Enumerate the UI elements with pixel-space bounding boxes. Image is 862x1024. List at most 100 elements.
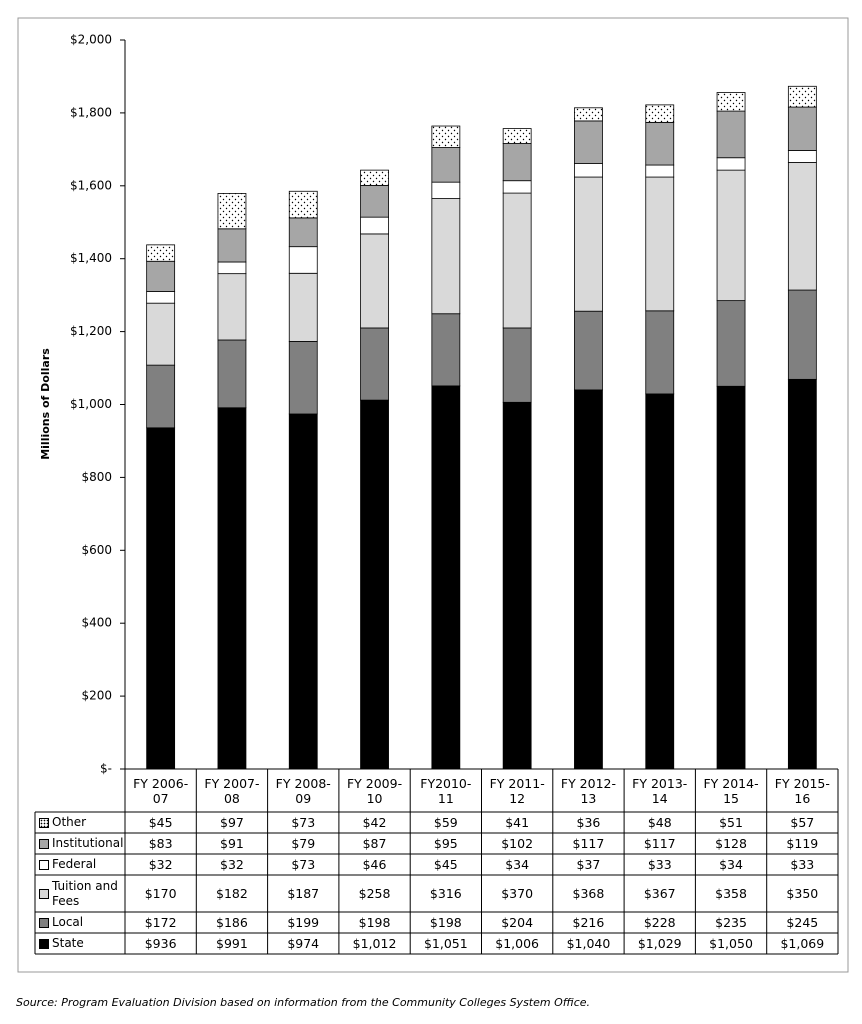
table-value: $73 — [291, 857, 316, 872]
table-value: $1,006 — [495, 936, 540, 951]
bar-segment — [288, 246, 318, 274]
table-value: $198 — [358, 915, 391, 930]
legend-swatch — [39, 838, 49, 849]
x-tick-label: FY 2013-14 — [632, 775, 688, 806]
bar-segment — [787, 162, 817, 291]
legend-entry: Tuition and Fees — [35, 875, 125, 912]
bar-segment — [146, 427, 176, 770]
bar-segment — [146, 302, 176, 366]
table-value: $216 — [572, 915, 605, 930]
bar-segment — [360, 327, 389, 401]
table-value: $936 — [144, 936, 177, 951]
legend-swatch — [39, 859, 49, 870]
x-tick-label: FY 2012-13 — [560, 775, 616, 806]
table-value: $368 — [572, 886, 605, 901]
y-tick-label: $600 — [81, 543, 112, 557]
table-value: $1,012 — [352, 936, 397, 951]
y-tick-label: $2,000 — [70, 33, 112, 47]
table-value: $83 — [148, 836, 173, 851]
y-tick-label: $1,600 — [70, 178, 112, 192]
y-tick-label: $800 — [81, 470, 112, 484]
bar-segment — [716, 157, 746, 171]
bar-segment — [431, 313, 461, 387]
legend-label: Institutional — [52, 836, 124, 850]
bar-segment — [288, 190, 318, 219]
table-value: $316 — [429, 886, 462, 901]
table-value: $87 — [362, 836, 387, 851]
bar-segment — [146, 291, 176, 304]
y-tick-label: $1,400 — [70, 251, 112, 265]
bar-segment — [574, 120, 603, 164]
table-value: $32 — [220, 857, 244, 872]
bar-segment — [787, 150, 817, 163]
table-value: $46 — [362, 857, 387, 872]
y-tick-label: $400 — [81, 616, 112, 630]
bar-segment — [217, 273, 247, 341]
legend-label: Tuition and Fees — [52, 878, 118, 908]
legend-entry: Other — [35, 812, 125, 833]
y-axis-label: Millions of Dollars — [39, 348, 52, 460]
table-value: $128 — [715, 836, 747, 851]
x-tick-label: FY 2011-12 — [489, 775, 545, 806]
bar-segment — [431, 385, 461, 770]
bar-segment — [645, 176, 675, 312]
legend-swatch — [39, 817, 49, 828]
table-value: $245 — [786, 915, 819, 930]
y-tick-label: $1,000 — [70, 397, 112, 411]
table-value: $73 — [291, 815, 316, 830]
y-tick-label: $1,200 — [70, 324, 112, 338]
legend-label: Local — [52, 915, 84, 929]
bar-segment — [787, 378, 817, 770]
table-value: $117 — [643, 836, 676, 851]
source-note: Source: Program Evaluation Division base… — [16, 996, 591, 1009]
bar-segment — [502, 143, 532, 182]
table-value: $59 — [433, 815, 458, 830]
bar-segment — [217, 407, 247, 770]
bar-segment — [574, 163, 603, 178]
table-value: $45 — [433, 857, 458, 872]
bar-segment — [431, 147, 461, 183]
table-value: $350 — [786, 886, 819, 901]
table-value: $1,051 — [423, 936, 468, 951]
table-value: $117 — [572, 836, 605, 851]
table-value: $1,069 — [780, 936, 825, 951]
table-value: $199 — [287, 915, 320, 930]
table-value: $258 — [358, 886, 391, 901]
bar-segment — [716, 110, 746, 159]
table-value: $45 — [148, 815, 173, 830]
table-value: $51 — [719, 815, 743, 830]
bar-segment — [217, 193, 247, 230]
table-value: $228 — [643, 915, 676, 930]
bar-segment — [645, 310, 675, 395]
table-value: $991 — [216, 936, 248, 951]
table-value: $33 — [647, 857, 672, 872]
bar-segment — [716, 92, 746, 112]
legend-entry: Local — [35, 912, 125, 933]
bar-segment — [787, 85, 817, 108]
table-value: $204 — [501, 915, 534, 930]
bar-segment — [574, 176, 603, 312]
table-value: $34 — [505, 857, 530, 872]
bar-segment — [716, 169, 746, 302]
table-value: $170 — [144, 886, 177, 901]
table-value: $235 — [715, 915, 747, 930]
bar-segment — [787, 289, 817, 380]
y-tick-label: $200 — [81, 689, 112, 703]
legend-swatch — [39, 888, 49, 899]
bar-segment — [360, 233, 389, 329]
table-value: $33 — [790, 857, 815, 872]
bar-segment — [146, 244, 176, 262]
table-value: $370 — [501, 886, 534, 901]
x-tick-label: FY2010-11 — [420, 775, 472, 806]
x-tick-label: FY 2014-15 — [703, 775, 759, 806]
bar-segment — [645, 164, 675, 178]
bar-segment — [288, 272, 318, 342]
bar-segment — [787, 106, 817, 151]
bar-segment — [574, 107, 603, 122]
chart-border — [17, 17, 849, 973]
table-value: $974 — [287, 936, 320, 951]
legend-entry: Institutional — [35, 833, 125, 854]
bar-segment — [360, 399, 389, 770]
legend-entry: Federal — [35, 854, 125, 875]
